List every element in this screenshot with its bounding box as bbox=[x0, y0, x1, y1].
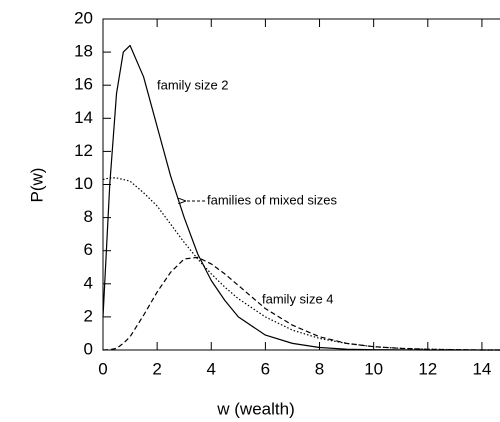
y-tick-label: 20 bbox=[74, 8, 93, 27]
x-tick-label: 10 bbox=[364, 359, 383, 378]
x-tick-label: 12 bbox=[418, 359, 437, 378]
y-tick-label: 6 bbox=[84, 240, 93, 259]
y-tick-label: 10 bbox=[74, 174, 93, 193]
y-tick-label: 14 bbox=[74, 108, 93, 127]
annotation: families of mixed sizes bbox=[207, 192, 338, 207]
annotation: family size 2 bbox=[157, 77, 229, 92]
series-line bbox=[102, 44, 500, 351]
x-tick-label: 6 bbox=[261, 359, 270, 378]
x-tick-label: 14 bbox=[472, 359, 491, 378]
y-tick-label: 0 bbox=[84, 339, 93, 358]
x-tick-label: 4 bbox=[207, 359, 216, 378]
x-tick-label: 2 bbox=[152, 359, 161, 378]
y-tick-label: 2 bbox=[84, 306, 93, 325]
x-tick-label: 0 bbox=[98, 359, 107, 378]
y-tick-label: 4 bbox=[84, 273, 93, 292]
y-tick-label: 12 bbox=[74, 141, 93, 160]
x-tick-label: 8 bbox=[315, 359, 324, 378]
y-tick-label: 16 bbox=[74, 75, 93, 94]
y-tick-label: 18 bbox=[74, 42, 93, 61]
x-axis-label: w (wealth) bbox=[216, 399, 294, 418]
series-line bbox=[102, 256, 500, 351]
y-axis-label: P(w) bbox=[27, 168, 46, 203]
y-tick-label: 8 bbox=[84, 207, 93, 226]
annotation: family size 4 bbox=[262, 291, 334, 306]
